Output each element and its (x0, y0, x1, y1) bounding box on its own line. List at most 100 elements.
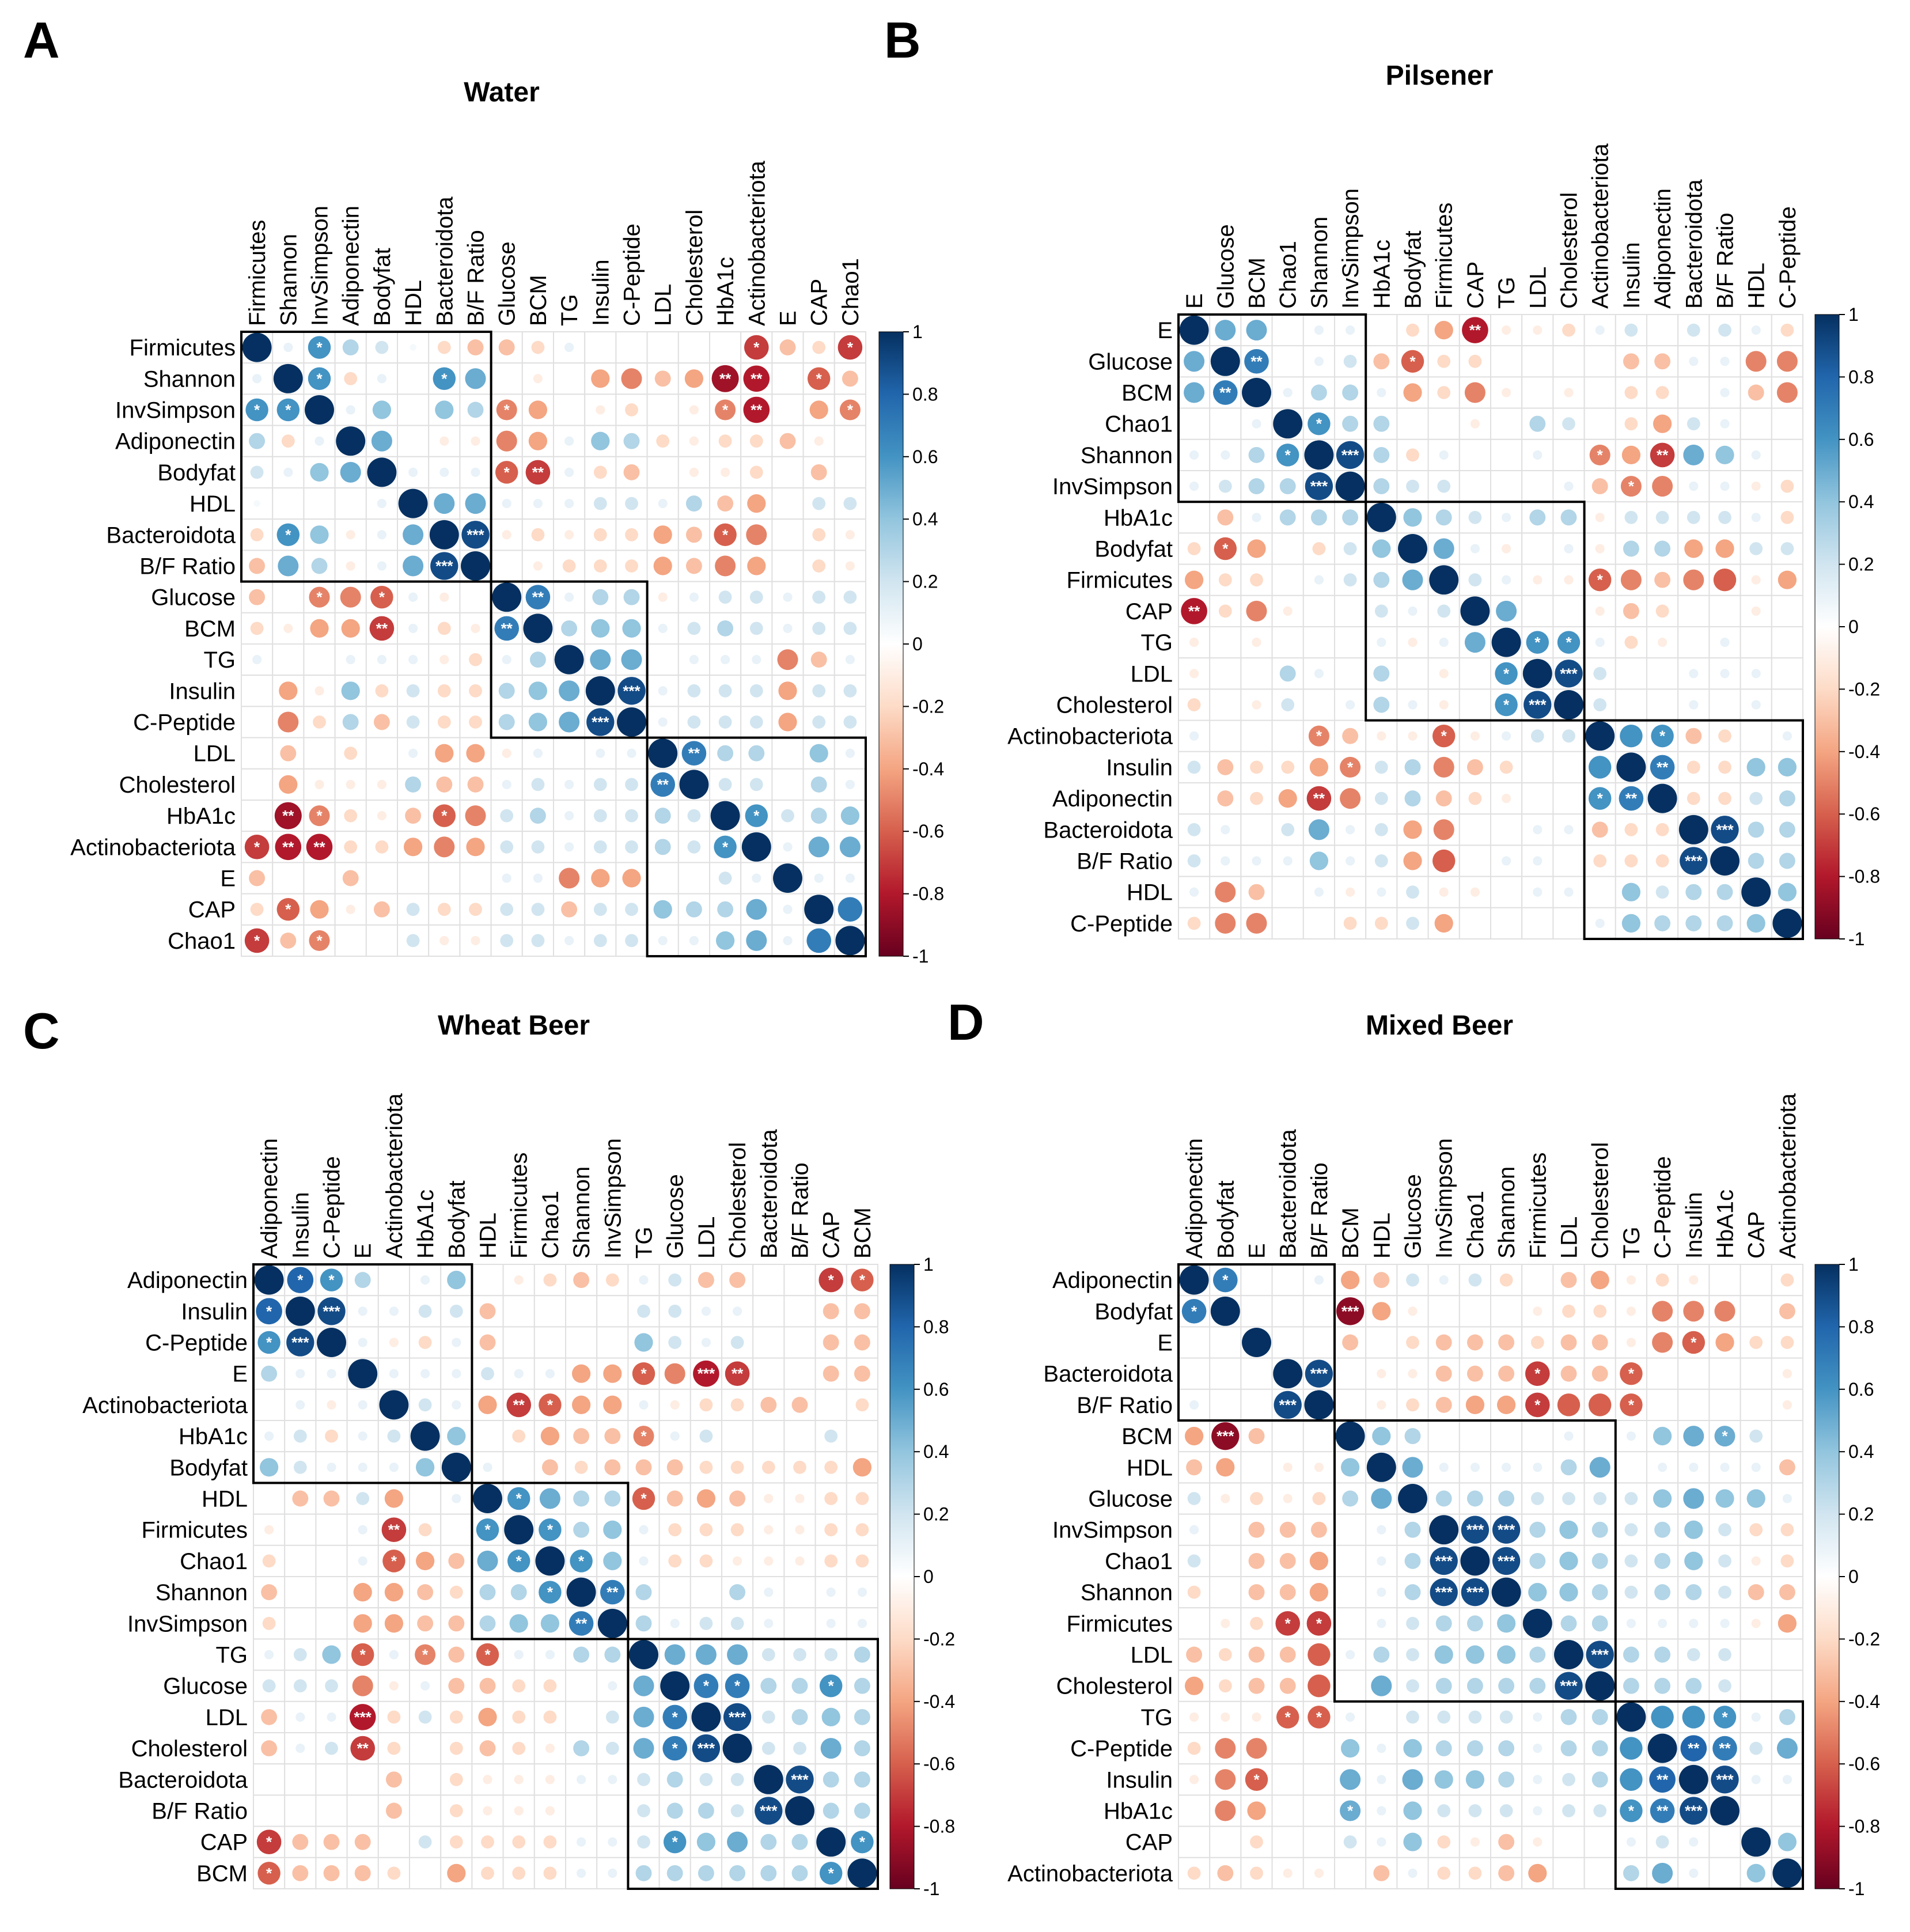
column-label: E (776, 310, 801, 326)
correlation-circle (310, 900, 329, 919)
grid-cell (1178, 1357, 1211, 1390)
correlation-circle (377, 561, 386, 571)
correlation-circle (410, 1421, 440, 1451)
column-label: HDL (401, 280, 426, 326)
correlation-circle (280, 745, 297, 762)
panel-letter-a: A (23, 12, 60, 69)
correlation-circle (1437, 386, 1451, 399)
correlation-circle (406, 684, 420, 698)
significance-label: * (316, 370, 323, 387)
row-label: Adiponectin (127, 1268, 248, 1293)
correlation-circle (1342, 728, 1359, 744)
grid-cell (1302, 1763, 1336, 1796)
correlation-circle (1250, 1616, 1263, 1630)
row-label: E (220, 866, 236, 892)
correlation-circle (408, 748, 418, 758)
colorbar-tick-label: 0.2 (1848, 554, 1874, 575)
correlation-circle (287, 1267, 314, 1293)
grid-cell (1490, 1420, 1523, 1453)
correlation-circle (250, 528, 264, 541)
column-label: Firmicutes (245, 220, 270, 326)
correlation-circle (418, 1304, 432, 1318)
correlation-circle (1710, 1796, 1740, 1825)
correlation-circle (1720, 419, 1730, 429)
correlation-circle (1373, 478, 1390, 495)
correlation-circle (448, 1552, 465, 1569)
colorbar-tick-label: -0.8 (1848, 866, 1880, 887)
correlation-circle (1684, 1520, 1703, 1539)
correlation-circle (593, 497, 607, 510)
correlation-circle (824, 1460, 838, 1474)
correlation-circle (539, 1393, 562, 1416)
correlation-circle (573, 1521, 590, 1538)
column-label: Actinobacteriota (382, 1093, 407, 1259)
correlation-circle (539, 1518, 562, 1541)
row-label: Chao1 (168, 929, 236, 954)
row-label: Bodyfat (1094, 537, 1173, 562)
correlation-circle (605, 1741, 619, 1755)
correlation-circle (437, 684, 451, 698)
correlation-circle (699, 1460, 713, 1474)
correlation-circle (1595, 325, 1605, 335)
correlation-circle (1408, 1306, 1418, 1316)
correlation-circle (418, 1523, 432, 1537)
correlation-circle (753, 1764, 783, 1794)
correlation-circle (1560, 1615, 1577, 1632)
correlation-circle (1651, 1706, 1674, 1729)
correlation-circle (1460, 1546, 1490, 1576)
row-label: Adiponectin (1052, 1268, 1173, 1293)
correlation-circle (1492, 1516, 1521, 1544)
correlation-circle (254, 1265, 284, 1295)
grid-cell (1240, 1451, 1273, 1484)
row-label: CAP (200, 1830, 248, 1855)
correlation-circle (420, 1369, 430, 1378)
correlation-circle (465, 493, 486, 514)
correlation-circle (384, 1489, 404, 1508)
row-label: Bacteroidota (106, 522, 236, 548)
correlation-circle (1564, 575, 1574, 585)
correlation-circle (1342, 1490, 1359, 1507)
correlation-circle (309, 930, 330, 951)
grid-cell (365, 862, 398, 895)
correlation-circle (496, 399, 517, 421)
correlation-circle (385, 1771, 402, 1788)
correlation-circle (1748, 1584, 1764, 1601)
significance-label: * (1628, 1365, 1635, 1382)
grid-cell (1302, 1295, 1336, 1328)
grid-cell (1458, 657, 1492, 690)
correlation-circle (629, 1640, 658, 1669)
correlation-circle (1308, 1674, 1331, 1698)
correlation-circle (543, 1866, 557, 1880)
correlation-circle (826, 1588, 836, 1597)
grid-cell (459, 924, 492, 957)
correlation-circle (535, 1546, 565, 1576)
correlation-circle (603, 1520, 622, 1539)
grid-cell (771, 487, 804, 520)
correlation-circle (717, 495, 734, 512)
grid-cell (627, 1451, 660, 1484)
significance-label: *** (1217, 1427, 1234, 1445)
correlation-circle (1689, 700, 1699, 710)
row-label: HbA1c (166, 804, 236, 829)
correlation-circle (512, 1866, 526, 1880)
correlation-circle (533, 748, 543, 758)
correlation-circle (1404, 759, 1421, 775)
correlation-circle (540, 1426, 560, 1446)
correlation-circle (1221, 825, 1230, 835)
correlation-circle (369, 616, 395, 641)
grid-cell (1490, 407, 1523, 440)
correlation-circle (514, 1369, 524, 1378)
correlation-circle (1495, 693, 1518, 717)
significance-label: * (1316, 415, 1322, 433)
significance-label: * (266, 1334, 272, 1351)
grid-cell (1178, 1326, 1211, 1359)
grid-cell (752, 1295, 785, 1328)
correlation-circle (1439, 669, 1449, 679)
correlation-circle (430, 552, 458, 580)
correlation-circle (845, 561, 855, 571)
correlation-circle (1437, 1710, 1451, 1724)
correlation-circle (1658, 1619, 1668, 1628)
significance-label: ** (313, 838, 325, 855)
correlation-circle (633, 1706, 654, 1728)
correlation-circle (699, 1398, 713, 1412)
